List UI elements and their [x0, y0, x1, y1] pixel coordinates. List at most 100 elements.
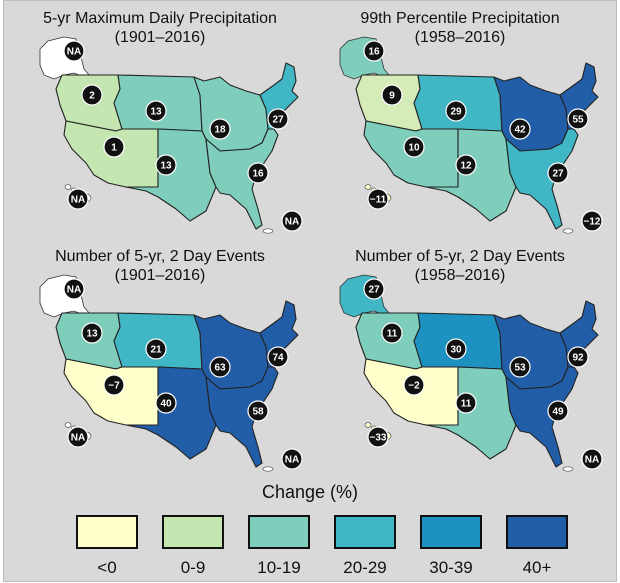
svg-text:10: 10 [408, 143, 420, 154]
panel-2-value-great_plains_south: 12 [455, 154, 477, 176]
svg-text:12: 12 [460, 161, 472, 172]
maps-svg: 211313182716NANANA910291242552716−11−121… [39, 36, 603, 472]
svg-text:55: 55 [572, 115, 584, 126]
panel-2-value-southeast: 27 [547, 162, 569, 184]
panel-2-value-southwest: 10 [403, 136, 425, 158]
panel-1-value-northeast: 27 [267, 108, 289, 130]
panel-4-value-hawaii: −33 [367, 426, 389, 448]
svg-text:42: 42 [514, 125, 526, 136]
panel-4-value-northeast: 92 [567, 346, 589, 368]
legend-title: Change (%) [261, 482, 359, 502]
panel-3-value-southeast: 58 [247, 400, 269, 422]
panel-1-title-line2: (1901–2016) [114, 29, 206, 46]
panel-4-title-line2: (1958–2016) [414, 267, 506, 284]
svg-text:13: 13 [160, 161, 172, 172]
svg-text:27: 27 [368, 285, 380, 296]
panel-1-puerto-rico [262, 228, 274, 234]
svg-text:11: 11 [461, 399, 472, 410]
svg-text:−11: −11 [370, 195, 387, 206]
svg-text:40: 40 [160, 399, 172, 410]
panel-4-value-midwest: 53 [509, 356, 531, 378]
legend-label-0-9: 0-9 [180, 558, 206, 577]
svg-text:NA: NA [285, 455, 299, 466]
legend-swatch-lt0 [76, 515, 138, 549]
panel-2-value-midwest: 42 [509, 118, 531, 140]
panel-1-value-midwest: 18 [209, 118, 231, 140]
panel-4-value-northwest: 11 [381, 322, 403, 344]
panel-2-title: 99th Percentile Precipitation (1958–2016… [310, 9, 610, 47]
svg-text:−7: −7 [108, 381, 120, 392]
panel-1-map: 2 1 13 13 18 27 16 NA NA NA [39, 36, 303, 234]
panel-1-value-southwest: 1 [103, 136, 125, 158]
panel-1-value-great_plains_south: 13 [155, 154, 177, 176]
legend-label-20-29: 20-29 [343, 558, 387, 577]
panel-2-title-line1: 99th Percentile Precipitation [360, 10, 560, 27]
panel-2-value-puerto-rico: −12 [581, 210, 603, 232]
svg-text:29: 29 [450, 107, 462, 118]
panel-3-map: 13 −7 21 40 63 74 58 NA NA NA [39, 274, 303, 472]
svg-text:NA: NA [67, 285, 81, 296]
panel-3-value-puerto-rico: NA [281, 448, 303, 470]
svg-text:13: 13 [86, 329, 98, 340]
svg-text:2: 2 [89, 91, 95, 102]
legend-swatch-0-9 [162, 515, 224, 549]
legend-swatch-40plus [506, 515, 568, 549]
panel-4-value-alaska: 27 [363, 278, 385, 300]
panel-4-map: 11 −2 30 11 53 92 49 27 −33 NA [339, 274, 603, 472]
svg-text:−33: −33 [370, 433, 387, 444]
svg-text:NA: NA [71, 195, 85, 206]
panel-1-value-northwest: 2 [81, 84, 103, 106]
panel-3-value-great_plains_north: 21 [145, 338, 167, 360]
svg-text:92: 92 [572, 353, 584, 364]
panel-3-value-northwest: 13 [81, 322, 103, 344]
legend-swatch-20-29 [334, 515, 396, 549]
svg-text:27: 27 [552, 169, 564, 180]
panel-4-value-southwest: −2 [403, 374, 425, 396]
svg-text:9: 9 [389, 91, 395, 102]
panel-3-value-southwest: −7 [103, 374, 125, 396]
panel-4-value-great_plains_north: 30 [445, 338, 467, 360]
legend-label-10-19: 10-19 [257, 558, 301, 577]
panel-4-value-great_plains_south: 11 [455, 392, 477, 414]
panel-3-value-midwest: 63 [209, 356, 231, 378]
panel-2-value-great_plains_north: 29 [445, 100, 467, 122]
svg-text:NA: NA [285, 217, 299, 228]
legend-label-lt0: <0 [97, 558, 117, 577]
svg-text:63: 63 [214, 363, 226, 374]
svg-text:NA: NA [71, 433, 85, 444]
panel-3-puerto-rico [262, 466, 274, 472]
panel-3-value-alaska: NA [63, 278, 85, 300]
svg-text:53: 53 [514, 363, 526, 374]
svg-text:11: 11 [387, 329, 398, 340]
panel-1-value-hawaii: NA [67, 188, 89, 210]
panel-1-value-puerto-rico: NA [281, 210, 303, 232]
panel-4-title: Number of 5-yr, 2 Day Events (1958–2016) [310, 247, 610, 285]
svg-text:13: 13 [150, 107, 162, 118]
panel-3-value-great_plains_south: 40 [155, 392, 177, 414]
svg-text:74: 74 [272, 353, 284, 364]
panel-2-value-northwest: 9 [381, 84, 403, 106]
panel-2-title-line2: (1958–2016) [414, 29, 506, 46]
panel-2-puerto-rico [562, 228, 574, 234]
panel-2-map: 9 10 29 12 42 55 27 16 −11 −12 [339, 36, 603, 234]
svg-text:27: 27 [272, 115, 284, 126]
panel-4-title-line1: Number of 5-yr, 2 Day Events [355, 248, 565, 265]
panel-3-value-northeast: 74 [267, 346, 289, 368]
svg-text:NA: NA [585, 455, 599, 466]
svg-text:21: 21 [150, 345, 162, 356]
svg-text:18: 18 [214, 125, 226, 136]
panel-3-title: Number of 5-yr, 2 Day Events (1901–2016) [10, 247, 310, 285]
panel-1-title-line1: 5-yr Maximum Daily Precipitation [43, 10, 277, 27]
panel-4-value-southeast: 49 [547, 400, 569, 422]
legend-label-40plus: 40+ [522, 558, 552, 577]
svg-text:16: 16 [252, 169, 264, 180]
panel-4-value-puerto-rico: NA [581, 448, 603, 470]
legend-swatch-30-39 [420, 515, 482, 549]
figure-frame: 5-yr Maximum Daily Precipitation (1901–2… [3, 0, 617, 582]
panel-3-title-line2: (1901–2016) [114, 267, 206, 284]
panel-1-value-great_plains_north: 13 [145, 100, 167, 122]
svg-text:−2: −2 [408, 381, 420, 392]
svg-text:49: 49 [552, 407, 564, 418]
panel-2-value-hawaii: −11 [367, 188, 389, 210]
svg-text:1: 1 [111, 143, 117, 154]
